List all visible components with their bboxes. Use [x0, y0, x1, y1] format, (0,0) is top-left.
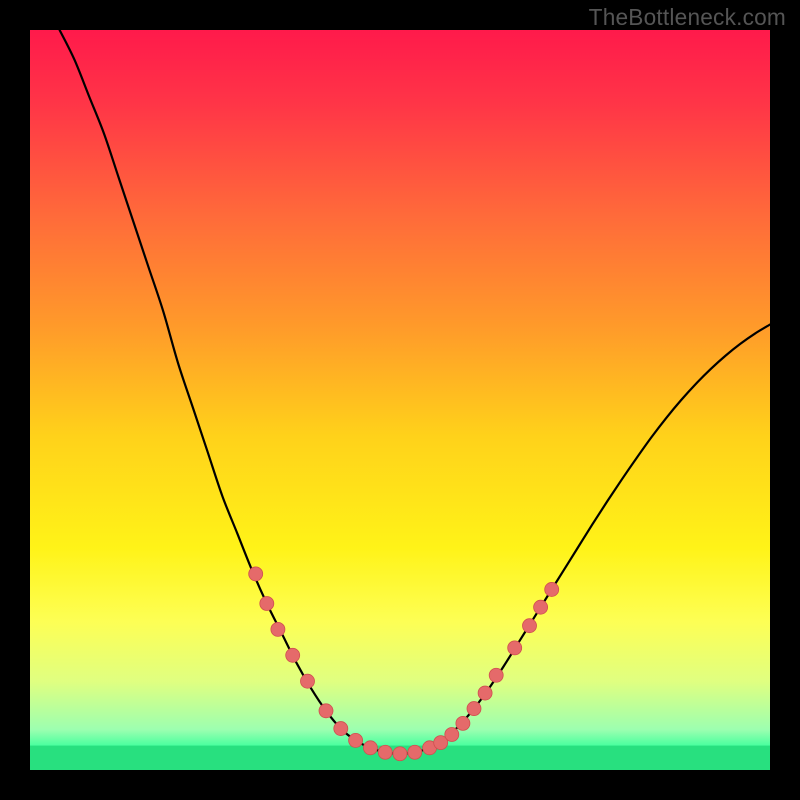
curve-marker — [467, 702, 481, 716]
curve-marker — [489, 668, 503, 682]
curve-marker — [456, 716, 470, 730]
curve-marker — [508, 641, 522, 655]
curve-marker — [478, 686, 492, 700]
curve-marker — [363, 741, 377, 755]
curve-marker — [393, 747, 407, 761]
curve-marker — [349, 733, 363, 747]
curve-marker — [319, 704, 333, 718]
curve-marker — [334, 722, 348, 736]
bottleneck-curve-chart — [0, 0, 800, 800]
curve-marker — [534, 600, 548, 614]
curve-marker — [260, 597, 274, 611]
curve-marker — [408, 745, 422, 759]
watermark-text: TheBottleneck.com — [589, 4, 786, 31]
curve-marker — [271, 622, 285, 636]
curve-marker — [301, 674, 315, 688]
curve-marker — [378, 745, 392, 759]
curve-marker — [523, 619, 537, 633]
gradient-background — [30, 30, 770, 770]
curve-marker — [545, 582, 559, 596]
curve-marker — [286, 648, 300, 662]
curve-marker — [445, 727, 459, 741]
curve-marker — [249, 567, 263, 581]
